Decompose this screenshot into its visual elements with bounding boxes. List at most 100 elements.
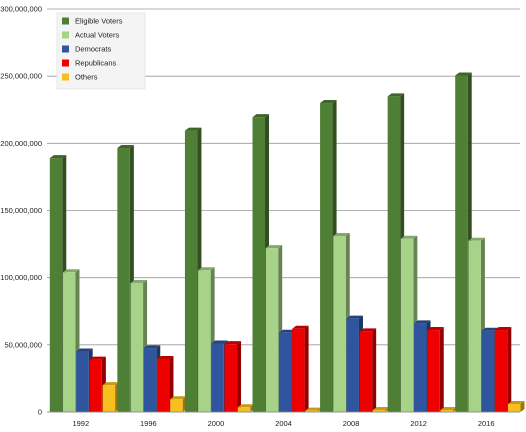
bar-front: [481, 330, 495, 412]
legend-label: Eligible Voters: [75, 17, 123, 26]
bar-top: [130, 280, 148, 284]
bar-front: [440, 409, 453, 412]
bar-others-1996: [170, 396, 187, 412]
bar-republicans-2012: [427, 327, 444, 412]
y-tick-label: 300,000,000: [0, 5, 42, 14]
y-tick-label: 0: [38, 408, 42, 417]
bar-front: [427, 330, 440, 412]
bar-others-2016: [508, 400, 525, 412]
bar-side: [439, 327, 444, 412]
bar-top: [211, 340, 228, 344]
bar-republicans-2008: [359, 328, 377, 412]
bar-front: [184, 130, 198, 413]
y-tick-label: 100,000,000: [0, 273, 42, 282]
bar-top: [156, 355, 174, 359]
bar-front: [387, 96, 401, 413]
bar-republicans-2000: [224, 341, 242, 412]
bar-front: [359, 331, 373, 412]
bar-side: [237, 341, 242, 412]
bar-front: [76, 351, 89, 412]
bar-front: [320, 103, 333, 413]
legend-label: Others: [75, 73, 98, 82]
x-tick-label: 2000: [208, 419, 225, 428]
legend-swatch: [62, 59, 69, 67]
bar-front: [346, 318, 359, 412]
bar-front: [237, 407, 251, 412]
bar-top: [278, 329, 296, 333]
bar-front: [414, 323, 427, 412]
bar-others-2000: [237, 404, 255, 412]
legend: Eligible Voters Actual Voters Democrats Rep…: [56, 12, 146, 90]
x-tick-label: 2012: [410, 419, 427, 428]
legend-label: Democrats: [75, 45, 112, 54]
bar-top: [414, 320, 431, 324]
bar-front: [49, 158, 63, 412]
bar-top: [372, 406, 390, 410]
x-tick-label: 1996: [140, 419, 157, 428]
bar-top: [333, 233, 350, 237]
x-tick-label: 2004: [275, 419, 292, 428]
bar-republicans-2004: [292, 325, 309, 412]
bar-side: [520, 400, 525, 412]
bar-front: [224, 344, 238, 412]
x-tick-label: 2016: [478, 419, 495, 428]
bar-top: [494, 327, 512, 331]
bar-top: [455, 72, 472, 76]
legend-swatch: [62, 31, 69, 39]
legend-label: Actual Voters: [75, 31, 119, 40]
bar-top: [468, 237, 485, 241]
x-tick-label: 1992: [72, 419, 89, 428]
bar-front: [468, 240, 481, 412]
bar-top: [89, 356, 106, 360]
bar-top: [346, 315, 363, 319]
bar-front: [508, 403, 521, 412]
bar-top: [237, 404, 255, 408]
bar-front: [198, 270, 211, 412]
bar-top: [184, 127, 202, 131]
bar-front: [62, 272, 76, 412]
bar-front: [89, 359, 102, 412]
bar-top: [198, 267, 215, 271]
bar-republicans-2016: [494, 327, 512, 412]
legend-item: Democrats: [62, 45, 112, 54]
legend-item: Eligible Voters: [62, 17, 123, 26]
bar-front: [292, 328, 305, 412]
bar-top: [305, 407, 322, 411]
y-tick-label: 200,000,000: [0, 139, 42, 148]
bar-front: [455, 75, 468, 413]
bar-top: [427, 327, 444, 331]
bar-top: [143, 345, 161, 349]
bar-top: [387, 93, 405, 97]
bar-front: [333, 236, 346, 412]
legend-box: [56, 12, 146, 90]
bar-front: [143, 348, 157, 412]
bar-front: [305, 410, 318, 412]
bar-front: [211, 343, 224, 412]
legend-swatch: [62, 45, 69, 53]
bar-front: [265, 248, 279, 412]
bar-top: [252, 114, 269, 118]
bar-front: [117, 148, 130, 412]
bar-front: [130, 283, 144, 412]
legend-item: Actual Voters: [62, 31, 119, 40]
x-axis: 1992 1996 2000 2004 2008 2012 2016: [47, 411, 520, 428]
y-tick-label: 150,000,000: [0, 206, 42, 215]
bar-top: [170, 396, 187, 400]
bar-top: [292, 325, 309, 329]
bar-front: [252, 117, 265, 412]
bar-top: [400, 235, 418, 239]
bar-top: [359, 328, 377, 332]
bar-front: [372, 409, 386, 412]
bar-top: [265, 245, 283, 249]
legend-item: Others: [62, 73, 98, 82]
bar-side: [507, 327, 512, 412]
y-axis: 0 50,000,000 100,000,000 150,000,000 200,000…: [0, 5, 42, 417]
y-tick-label: 50,000,000: [4, 340, 42, 349]
bar-front: [400, 238, 414, 412]
bar-top: [508, 400, 525, 404]
legend-swatch: [62, 17, 69, 25]
bar-front: [494, 330, 508, 412]
bar-front: [170, 399, 183, 412]
bar-republicans-1996: [156, 355, 174, 412]
bar-top: [440, 406, 457, 410]
